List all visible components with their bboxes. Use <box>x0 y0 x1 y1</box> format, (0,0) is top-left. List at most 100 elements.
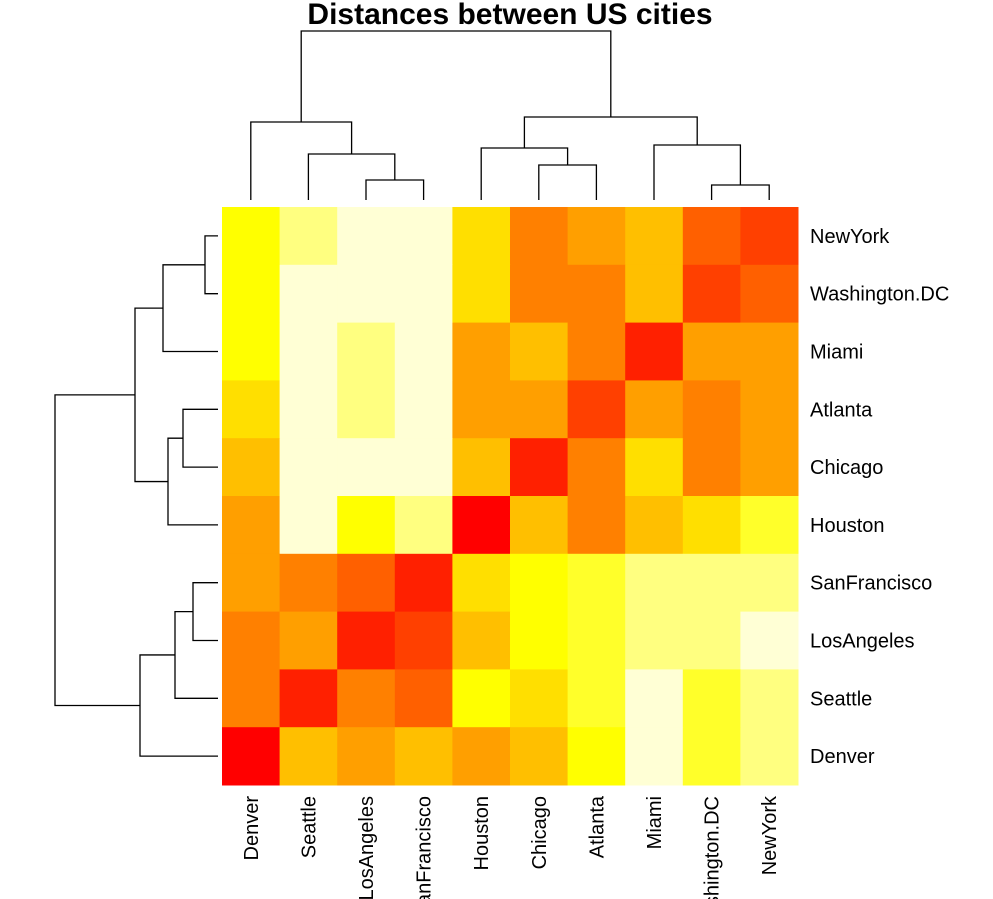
heatmap-cell <box>222 669 281 728</box>
row-label: SanFrancisco <box>810 573 932 595</box>
heatmap-cell <box>279 553 338 613</box>
heatmap-cell <box>394 438 453 497</box>
heatmap-cell <box>337 553 396 613</box>
heatmap-cell <box>279 727 338 786</box>
chart-title: Distances between US cities <box>307 0 712 31</box>
heatmap-cell <box>279 669 338 728</box>
heatmap-cell <box>452 380 511 439</box>
heatmap-cell <box>394 207 453 266</box>
column-label: Houston <box>471 796 493 871</box>
heatmap-cell <box>625 322 684 381</box>
heatmap-cell <box>510 264 569 324</box>
heatmap-cell <box>452 669 511 728</box>
dendrogram-branch <box>300 30 612 122</box>
heatmap-cell <box>625 611 684 670</box>
heatmap-cell <box>394 611 453 670</box>
heatmap-cell <box>394 380 453 439</box>
heatmap-cell <box>740 380 799 439</box>
heatmap-cell <box>682 496 741 555</box>
heatmap-cell <box>394 727 453 786</box>
heatmap-cell <box>452 322 511 381</box>
heatmap-cell <box>222 727 281 786</box>
heatmap-cell <box>740 207 799 266</box>
dendrogram-branch <box>182 408 218 468</box>
heatmap-cell <box>625 207 684 266</box>
heatmap-cell <box>452 264 511 324</box>
dendrogram-branch <box>204 235 218 295</box>
column-label: SanFrancisco <box>414 796 436 899</box>
heatmap-cell <box>567 727 626 786</box>
heatmap-cell <box>222 438 281 497</box>
heatmap-cell <box>740 611 799 670</box>
heatmap-cell <box>510 207 569 266</box>
heatmap-cell <box>740 553 799 613</box>
heatmap-cell <box>337 669 396 728</box>
heatmap-cell <box>510 496 569 555</box>
heatmap-cell <box>337 322 396 381</box>
heatmap-cell <box>625 496 684 555</box>
heatmap-cell <box>740 264 799 324</box>
row-label: LosAngeles <box>810 631 915 653</box>
heatmap-cell <box>337 438 396 497</box>
heatmap-cell <box>452 496 511 555</box>
heatmap-cell <box>222 496 281 555</box>
row-label: Houston <box>810 515 885 537</box>
heatmap-cell <box>567 669 626 728</box>
heatmap-cell <box>510 322 569 381</box>
heatmap-cell <box>682 207 741 266</box>
heatmap-cell <box>452 438 511 497</box>
heatmap-cell <box>222 207 281 266</box>
dendrogram-branch <box>653 144 742 200</box>
heatmap-cell <box>452 207 511 266</box>
heatmap-cell <box>510 553 569 613</box>
column-label: Seattle <box>298 796 320 858</box>
row-label: Atlanta <box>810 399 873 421</box>
heatmap-cell <box>279 264 338 324</box>
heatmap-cell <box>222 264 281 324</box>
heatmap-cell <box>394 496 453 555</box>
dendrogram-branch <box>174 610 218 699</box>
row-label: Chicago <box>810 457 883 479</box>
heatmap-cell <box>394 553 453 613</box>
row-label: Miami <box>810 342 863 364</box>
heatmap-cell <box>682 264 741 324</box>
heatmap-cell <box>625 727 684 786</box>
row-label: Seattle <box>810 688 872 710</box>
heatmap-cell <box>625 380 684 439</box>
heatmap-cell <box>682 669 741 728</box>
heatmap-cell <box>222 611 281 670</box>
heatmap-cell <box>567 611 626 670</box>
heatmap-cell <box>682 438 741 497</box>
heatmap-cell <box>682 611 741 670</box>
heatmap-cell <box>625 669 684 728</box>
heatmap-cell <box>682 553 741 613</box>
column-labels: Denver Seattle LosAngeles SanFrancisco Houst… <box>241 795 781 899</box>
heatmap-cell <box>452 553 511 613</box>
heatmap-cell <box>682 727 741 786</box>
heatmap-cell <box>222 322 281 381</box>
heatmap-cell <box>510 380 569 439</box>
dendrogram-branch <box>167 437 218 526</box>
heatmap-cell <box>337 380 396 439</box>
column-label: Atlanta <box>586 795 608 858</box>
heatmap-cell <box>337 496 396 555</box>
dendrogram-branch <box>365 179 425 200</box>
heatmap-cell <box>337 264 396 324</box>
heatmap-cell <box>222 380 281 439</box>
row-label: NewYork <box>810 226 890 248</box>
heatmap-cell <box>510 669 569 728</box>
heatmap-cell <box>740 669 799 728</box>
heatmap-cell <box>567 553 626 613</box>
heatmap-cell <box>279 611 338 670</box>
heatmap-cell <box>625 264 684 324</box>
heatmap-cell <box>510 438 569 497</box>
dendrogram-branch <box>480 147 569 200</box>
dendrogram-branch <box>192 582 218 642</box>
heatmap-cell <box>625 438 684 497</box>
dendrogram-branch <box>162 264 218 353</box>
heatmap-cell <box>394 264 453 324</box>
heatmap-cell <box>279 438 338 497</box>
column-label: Washington.DC <box>702 796 724 899</box>
heatmap-cell <box>452 727 511 786</box>
heatmap-cell <box>567 496 626 555</box>
